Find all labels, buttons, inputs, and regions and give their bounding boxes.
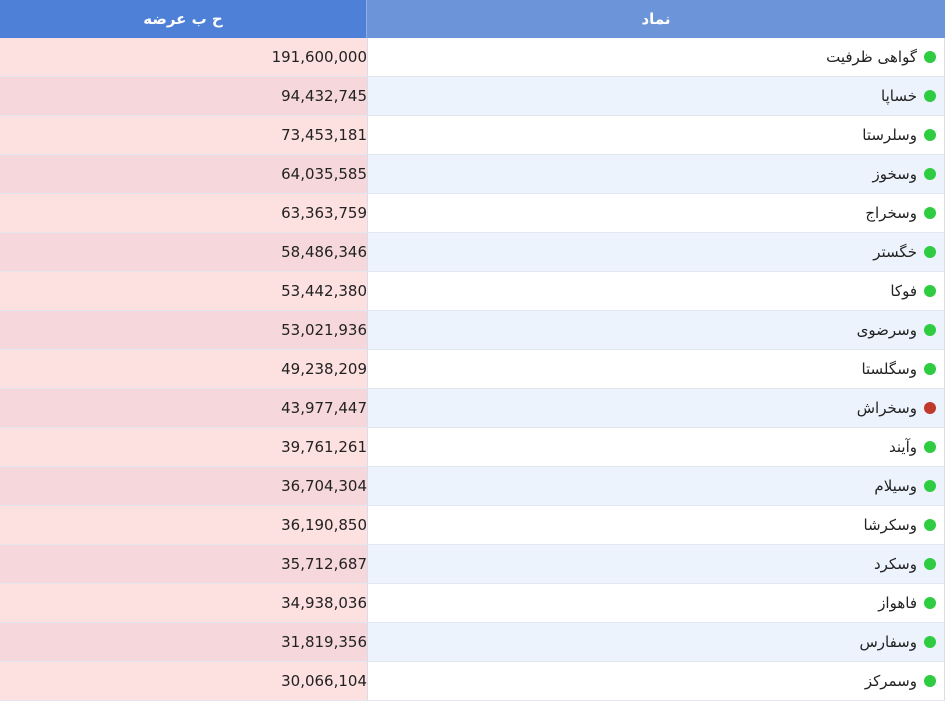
table-row[interactable]: وسخراش 43,977,447 <box>0 389 945 428</box>
table-row[interactable]: فوکا 53,442,380 <box>0 272 945 311</box>
status-dot-red-icon <box>924 402 936 414</box>
status-dot-green-icon <box>924 441 936 453</box>
symbol-cell[interactable]: وسخراش <box>367 389 945 427</box>
symbol-name[interactable]: خگستر <box>873 243 917 261</box>
supply-volume-cell: 64,035,585 <box>0 155 367 193</box>
symbol-name[interactable]: وسخراج <box>865 204 917 222</box>
table-row[interactable]: وسگلستا 49,238,209 <box>0 350 945 389</box>
supply-volume-cell: 39,761,261 <box>0 428 367 466</box>
symbol-name[interactable]: فوکا <box>890 282 917 300</box>
symbol-cell[interactable]: وسخوز <box>367 155 945 193</box>
column-header-supply-volume[interactable]: ح ب عرضه <box>0 0 367 38</box>
symbol-cell[interactable]: وسخراج <box>367 194 945 232</box>
status-dot-green-icon <box>924 519 936 531</box>
status-dot-green-icon <box>924 51 936 63</box>
symbol-cell[interactable]: وسکرشا <box>367 506 945 544</box>
table-row[interactable]: وسرضوی 53,021,936 <box>0 311 945 350</box>
table-row[interactable]: خساپا 94,432,745 <box>0 77 945 116</box>
table-row[interactable]: وسمرکز 30,066,104 <box>0 662 945 701</box>
status-dot-green-icon <box>924 363 936 375</box>
status-dot-green-icon <box>924 480 936 492</box>
symbol-cell[interactable]: گواهی ظرفیت <box>367 38 945 76</box>
supply-volume-cell: 34,938,036 <box>0 584 367 622</box>
supply-volume-cell: 58,486,346 <box>0 233 367 271</box>
symbol-cell[interactable]: فاهواز <box>367 584 945 622</box>
status-dot-green-icon <box>924 129 936 141</box>
symbol-name[interactable]: وسفارس <box>859 633 917 651</box>
supply-volume-cell: 94,432,745 <box>0 77 367 115</box>
status-dot-green-icon <box>924 558 936 570</box>
table-row[interactable]: وآیند 39,761,261 <box>0 428 945 467</box>
symbol-cell[interactable]: وسیلام <box>367 467 945 505</box>
table-row[interactable]: وسیلام 36,704,304 <box>0 467 945 506</box>
symbol-name[interactable]: وسخوز <box>872 165 918 183</box>
supply-volume-cell: 36,190,850 <box>0 506 367 544</box>
symbol-cell[interactable]: فوکا <box>367 272 945 310</box>
supply-volume-cell: 53,021,936 <box>0 311 367 349</box>
table-row[interactable]: وسکرشا 36,190,850 <box>0 506 945 545</box>
symbol-cell[interactable]: وسرضوی <box>367 311 945 349</box>
symbol-cell[interactable]: وسگلستا <box>367 350 945 388</box>
symbol-name[interactable]: وسگلستا <box>861 360 917 378</box>
symbol-cell[interactable]: وسلرستا <box>367 116 945 154</box>
table-row[interactable]: وسکرد 35,712,687 <box>0 545 945 584</box>
table-row[interactable]: وسفارس 31,819,356 <box>0 623 945 662</box>
table-row[interactable]: فاهواز 34,938,036 <box>0 584 945 623</box>
table-header: نماد ح ب عرضه <box>0 0 945 38</box>
supply-volume-cell: 35,712,687 <box>0 545 367 583</box>
supply-volume-cell: 53,442,380 <box>0 272 367 310</box>
table-body: گواهی ظرفیت 191,600,000 خساپا 94,432,745 وسل… <box>0 38 945 701</box>
supply-volume-cell: 36,704,304 <box>0 467 367 505</box>
status-dot-green-icon <box>924 90 936 102</box>
symbol-name[interactable]: فاهواز <box>878 594 917 612</box>
symbol-cell[interactable]: خساپا <box>367 77 945 115</box>
symbol-name[interactable]: وسلرستا <box>862 126 917 144</box>
table-row[interactable]: وسخوز 64,035,585 <box>0 155 945 194</box>
symbol-cell[interactable]: خگستر <box>367 233 945 271</box>
supply-volume-cell: 31,819,356 <box>0 623 367 661</box>
supply-volume-cell: 49,238,209 <box>0 350 367 388</box>
table-row[interactable]: وسخراج 63,363,759 <box>0 194 945 233</box>
symbol-cell[interactable]: وسفارس <box>367 623 945 661</box>
column-header-symbol[interactable]: نماد <box>367 0 945 38</box>
symbol-cell[interactable]: وسکرد <box>367 545 945 583</box>
status-dot-green-icon <box>924 597 936 609</box>
status-dot-green-icon <box>924 324 936 336</box>
table-row[interactable]: خگستر 58,486,346 <box>0 233 945 272</box>
status-dot-green-icon <box>924 636 936 648</box>
supply-volume-cell: 43,977,447 <box>0 389 367 427</box>
symbol-name[interactable]: وسرضوی <box>856 321 917 339</box>
status-dot-green-icon <box>924 675 936 687</box>
status-dot-green-icon <box>924 285 936 297</box>
symbol-name[interactable]: وسمرکز <box>864 672 917 690</box>
table-row[interactable]: گواهی ظرفیت 191,600,000 <box>0 38 945 77</box>
symbol-name[interactable]: وسکرد <box>873 555 917 573</box>
symbol-name[interactable]: خساپا <box>881 87 917 105</box>
symbol-name[interactable]: وآیند <box>889 438 917 456</box>
supply-volume-cell: 30,066,104 <box>0 662 367 700</box>
symbol-cell[interactable]: وآیند <box>367 428 945 466</box>
status-dot-green-icon <box>924 168 936 180</box>
symbol-name[interactable]: وسخراش <box>856 399 917 417</box>
status-dot-green-icon <box>924 207 936 219</box>
supply-volume-cell: 191,600,000 <box>0 38 367 76</box>
status-dot-green-icon <box>924 246 936 258</box>
supply-volume-cell: 73,453,181 <box>0 116 367 154</box>
symbol-name[interactable]: وسیلام <box>874 477 917 495</box>
symbol-cell[interactable]: وسمرکز <box>367 662 945 700</box>
table-row[interactable]: وسلرستا 73,453,181 <box>0 116 945 155</box>
supply-volume-cell: 63,363,759 <box>0 194 367 232</box>
symbol-name[interactable]: وسکرشا <box>863 516 917 534</box>
symbol-name[interactable]: گواهی ظرفیت <box>826 48 917 66</box>
